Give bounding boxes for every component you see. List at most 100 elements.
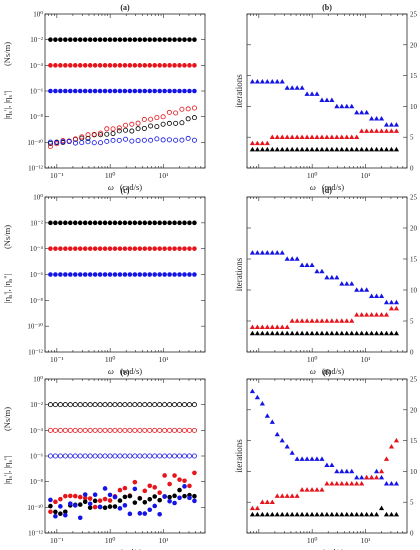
data-point [186, 427, 192, 433]
data-point [279, 511, 285, 517]
plot-area-frame [246, 196, 408, 353]
data-point [373, 330, 380, 336]
data-point [142, 220, 148, 226]
data-point [349, 318, 355, 323]
y-axis-label-sub: s [8, 459, 14, 462]
y-axis-label-sub: s [8, 278, 14, 281]
data-point [77, 88, 83, 94]
data-point [339, 511, 345, 517]
x-axis-label: ω (rad/s) [108, 366, 142, 376]
data-point [72, 402, 78, 408]
data-point [122, 88, 128, 94]
data-point [58, 88, 63, 94]
data-point [279, 250, 285, 255]
data-point [137, 37, 143, 42]
data-point [254, 394, 260, 400]
data-point [354, 511, 360, 517]
data-point [162, 246, 167, 251]
data-point [127, 427, 133, 433]
data-point [157, 88, 162, 94]
data-point [67, 501, 73, 506]
data-point [112, 494, 118, 500]
data-point [142, 63, 148, 68]
y-tick-label: 10⁻⁴ [30, 245, 44, 253]
data-point [67, 220, 73, 226]
data-point [157, 490, 162, 495]
data-point [110, 131, 116, 137]
data-point [87, 427, 93, 433]
data-point [147, 63, 153, 68]
data-point [92, 63, 98, 68]
data-point [92, 88, 98, 94]
data-point [157, 427, 163, 433]
data-point [329, 462, 335, 468]
data-point [129, 138, 135, 144]
data-point [393, 330, 400, 336]
data-point [79, 134, 85, 140]
data-point [334, 318, 340, 323]
data-point [254, 324, 260, 329]
data-point [314, 268, 320, 274]
data-point [274, 511, 280, 517]
data-point [147, 507, 153, 513]
data-point [77, 453, 83, 459]
data-point [102, 37, 108, 42]
data-point [116, 125, 122, 131]
data-point [172, 493, 177, 499]
data-point [249, 146, 256, 152]
data-point [53, 499, 58, 505]
data-point [157, 246, 162, 251]
y-tick-label: 25 [410, 376, 418, 384]
data-point [393, 305, 400, 311]
data-point [284, 493, 290, 498]
data-point [137, 427, 143, 433]
plot-area-frame [44, 378, 206, 534]
data-point [314, 487, 320, 492]
data-point [309, 91, 315, 96]
data-point [122, 272, 128, 277]
data-point [97, 63, 103, 68]
data-point [172, 272, 177, 277]
y-axis-label: |ηs'|, |ηs''| [2, 455, 14, 485]
data-point [284, 330, 290, 336]
data-point [269, 419, 275, 424]
data-point [187, 495, 192, 501]
data-point [259, 511, 265, 517]
data-point [393, 481, 400, 486]
data-point [289, 450, 295, 455]
data-point [344, 281, 350, 286]
y-tick-label: 10⁻² [30, 401, 43, 409]
data-point [132, 479, 138, 485]
data-point [339, 281, 345, 286]
data-point [147, 402, 153, 408]
data-point [132, 272, 138, 277]
data-point [304, 456, 310, 461]
x-axis-label: ω (rad/s) [310, 547, 344, 550]
data-point [294, 456, 300, 461]
data-point [98, 132, 104, 138]
data-point [289, 134, 295, 139]
data-point [254, 511, 260, 517]
data-point [137, 220, 143, 226]
x-axis-symbol: ω [310, 547, 316, 550]
data-point [373, 293, 380, 298]
data-point [137, 88, 143, 94]
data-point [393, 437, 400, 443]
data-point [157, 453, 163, 459]
data-point [60, 138, 66, 144]
data-point [182, 427, 188, 433]
data-point [77, 402, 83, 408]
data-point [314, 456, 320, 461]
data-point [274, 146, 280, 152]
data-point [77, 427, 83, 433]
y-tick-label: 10⁻¹² [28, 349, 43, 357]
data-point [137, 272, 143, 277]
data-point [309, 456, 315, 461]
y-tick-label: 10⁻¹⁰ [27, 504, 43, 512]
data-point [107, 272, 113, 277]
y-tick-label: 25 [410, 11, 418, 19]
data-point [152, 220, 158, 226]
data-point [63, 493, 68, 499]
y-tick-label: 0 [410, 349, 414, 357]
